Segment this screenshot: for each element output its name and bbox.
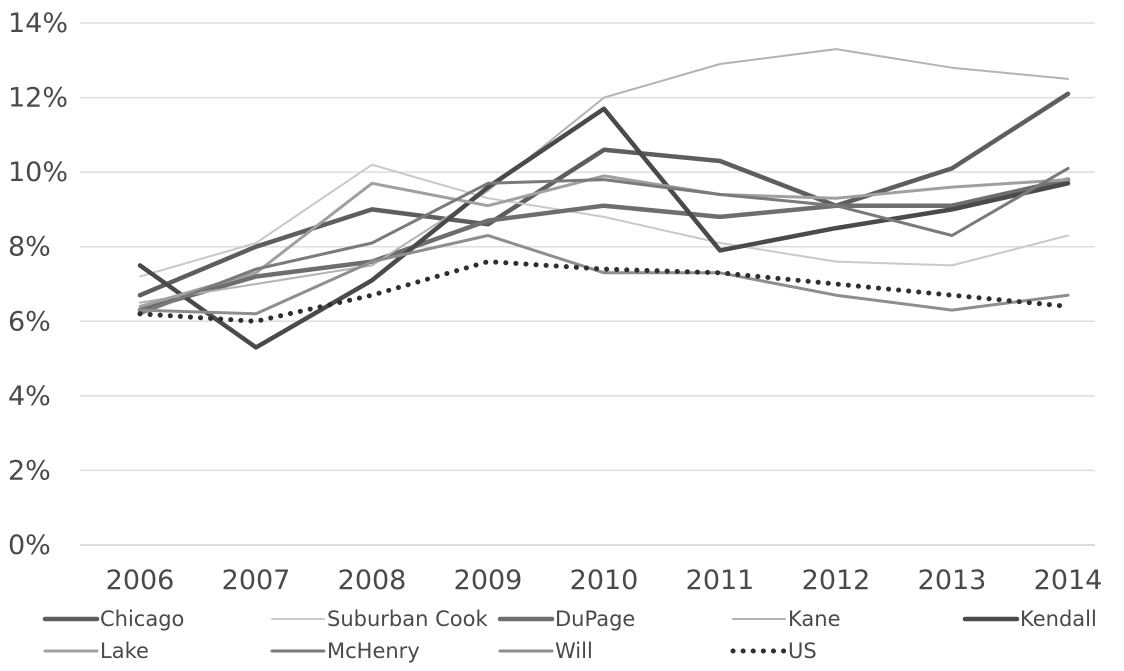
series-line-dupage [137, 177, 1071, 313]
y-tick-label: 14% [8, 8, 68, 39]
x-tick-label: 2010 [570, 565, 639, 596]
x-tick-label: 2014 [1034, 565, 1103, 596]
series-line-chicago [137, 91, 1071, 298]
series-line-us [137, 259, 1071, 324]
legend-item-chicago: Chicago [42, 607, 184, 631]
legend-item-us: US [730, 639, 817, 663]
legend-label: Chicago [100, 607, 184, 631]
legend-label: Suburban Cook [327, 607, 488, 631]
series-line-mchenry [138, 166, 1070, 316]
legend-label: Lake [100, 639, 149, 663]
legend-item-suburban-cook: Suburban Cook [271, 607, 488, 631]
y-tick-label: 12% [8, 83, 68, 114]
x-tick-label: 2013 [918, 565, 987, 596]
legend-item-kendall: Kendall [962, 607, 1097, 631]
series-line-kendall [137, 106, 1071, 350]
y-tick-label: 2% [8, 455, 51, 486]
x-tick-label: 2011 [686, 565, 755, 596]
x-tick-label: 2008 [338, 565, 407, 596]
x-tick-label: 2009 [454, 565, 523, 596]
y-tick-label: 4% [8, 381, 51, 412]
legend-label: McHenry [327, 639, 420, 663]
series-line-will [138, 234, 1070, 316]
series-line-suburban-cook [139, 163, 1069, 278]
legend-item-kane: Kane [732, 607, 841, 631]
legend-item-dupage: DuPage [497, 607, 635, 631]
legend-label: Kendall [1020, 607, 1097, 631]
series-lines [137, 48, 1071, 350]
legend-label: Will [555, 639, 593, 663]
x-axis-tick-labels: 2006 2007 2008 2009 2010 2011 2012 2013 2014 [106, 565, 1103, 596]
x-tick-label: 2006 [106, 565, 175, 596]
legend: Chicago Suburban Cook DuPage Kane Kendall Lak… [42, 607, 1097, 663]
legend-label: US [788, 639, 817, 663]
y-tick-label: 8% [8, 232, 51, 263]
y-tick-label: 10% [8, 157, 68, 188]
legend-label: DuPage [555, 607, 635, 631]
x-tick-label: 2007 [222, 565, 291, 596]
y-tick-label: 0% [8, 530, 51, 561]
y-axis-tick-labels: 0% 2% 4% 6% 8% 10% 12% 14% [8, 8, 68, 561]
y-tick-label: 6% [8, 306, 51, 337]
x-tick-label: 2012 [802, 565, 871, 596]
legend-item-mchenry: McHenry [270, 639, 420, 663]
series-line-lake [138, 174, 1070, 308]
legend-label: Kane [788, 607, 841, 631]
legend-item-will: Will [498, 639, 593, 663]
series-line-kane [139, 48, 1069, 304]
legend-item-lake: Lake [43, 639, 149, 663]
